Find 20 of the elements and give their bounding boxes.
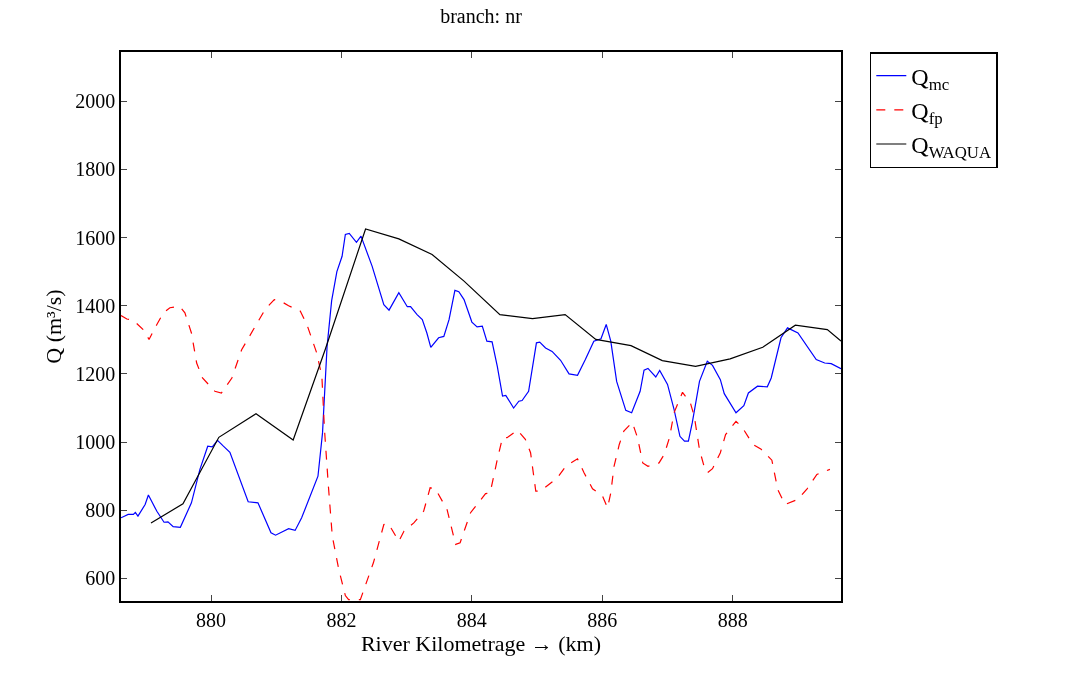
y-tick-label: 2000 (75, 90, 116, 113)
x-tick-label: 884 (456, 608, 487, 631)
x-tick-label: 886 (587, 608, 618, 631)
x-tick-label: 880 (196, 608, 226, 631)
legend-label: Q$_{mc}$ (911, 63, 950, 94)
x-tick-label: 882 (326, 608, 357, 631)
y-axis-title: Q (m³/s) (40, 289, 66, 364)
x-tick-label: 888 (717, 608, 748, 631)
y-tick-label: 1200 (75, 362, 116, 385)
y-tick-label: 800 (85, 499, 116, 522)
x-axis-title: River Kilometrage → (km) (360, 630, 602, 656)
chart-title: branch: nr (440, 5, 523, 27)
y-tick-label: 1600 (75, 226, 116, 249)
y-tick-label: 1000 (75, 431, 116, 454)
y-tick-label: 1400 (75, 294, 116, 317)
legend-label: Q$_{fp}$ (911, 98, 943, 129)
y-tick-label: 1800 (75, 158, 116, 181)
y-tick-label: 600 (85, 567, 116, 590)
legend-label: Q$_{WAQUA}$ (911, 132, 992, 163)
line-series (121, 298, 831, 601)
